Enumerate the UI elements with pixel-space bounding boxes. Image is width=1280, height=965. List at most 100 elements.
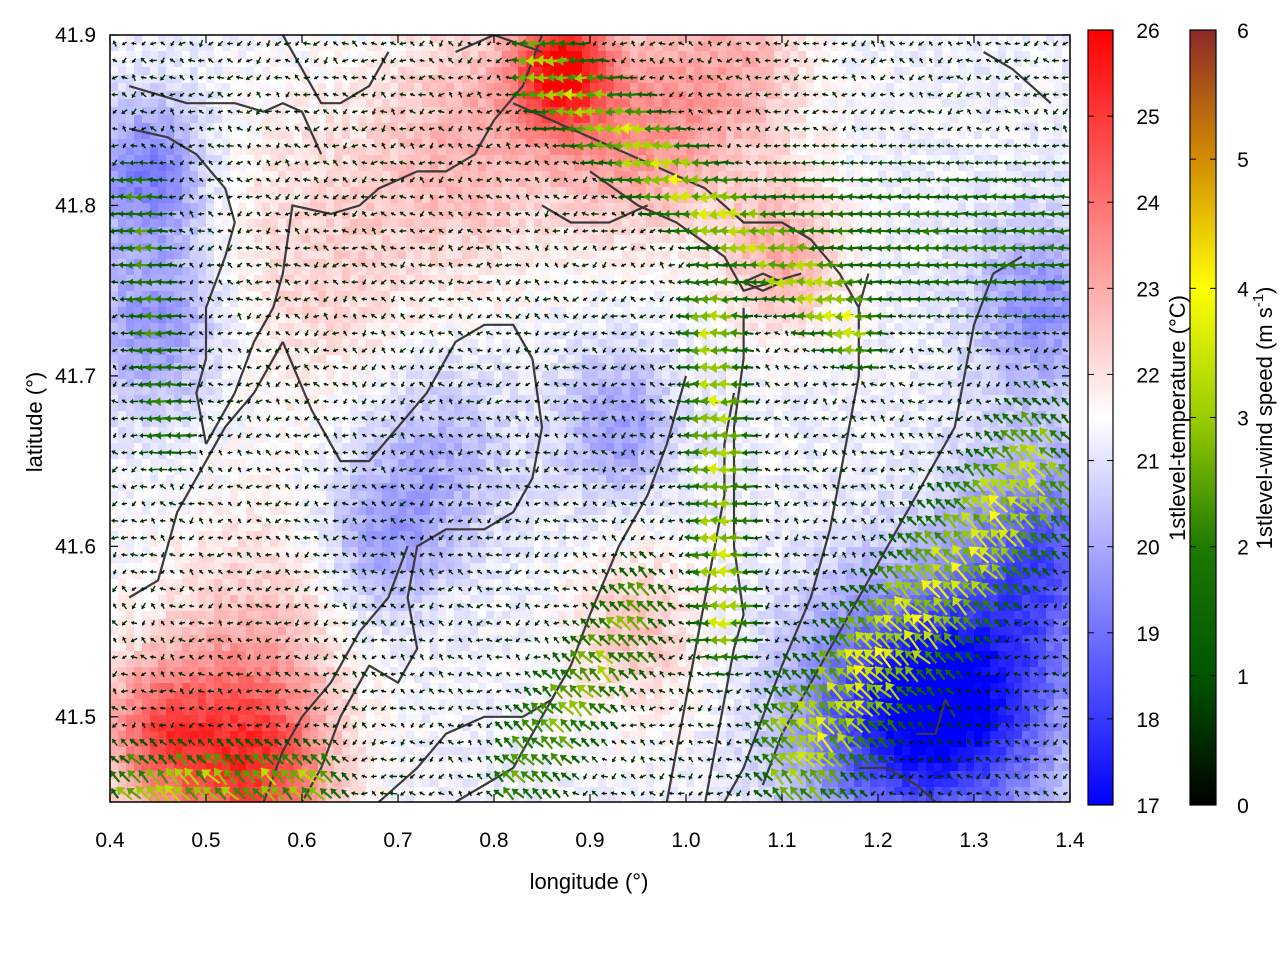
- heatmap-cell: [726, 147, 735, 156]
- heatmap-cell: [790, 283, 799, 292]
- heatmap-cell: [806, 171, 815, 180]
- heatmap-cell: [790, 291, 799, 300]
- heatmap-cell: [798, 123, 807, 132]
- heatmap-cell: [582, 75, 591, 84]
- heatmap-cell: [702, 91, 711, 100]
- heatmap-cell: [454, 107, 463, 116]
- heatmap-cell: [726, 99, 735, 108]
- heatmap-cell: [318, 91, 327, 100]
- heatmap-cell: [670, 219, 679, 228]
- heatmap-cell: [1062, 155, 1070, 164]
- heatmap-cell: [742, 131, 751, 140]
- heatmap-cell: [518, 251, 527, 260]
- heatmap-cell: [974, 275, 983, 284]
- heatmap-cell: [438, 155, 447, 164]
- heatmap-cell: [606, 267, 615, 276]
- heatmap-cell: [310, 35, 319, 44]
- heatmap-cell: [382, 347, 391, 356]
- heatmap-cell: [494, 299, 503, 308]
- heatmap-cell: [534, 179, 543, 188]
- heatmap-cell: [798, 283, 807, 292]
- heatmap-cell: [974, 115, 983, 124]
- heatmap-cell: [630, 99, 639, 108]
- heatmap-cell: [350, 83, 359, 92]
- heatmap-cell: [638, 155, 647, 164]
- heatmap-cell: [646, 51, 655, 60]
- heatmap-cell: [606, 307, 615, 316]
- heatmap-cell: [382, 283, 391, 292]
- heatmap-cell: [1030, 355, 1039, 364]
- heatmap-cell: [494, 51, 503, 60]
- heatmap-cell: [902, 163, 911, 172]
- heatmap-cell: [974, 339, 983, 348]
- heatmap-cell: [1046, 67, 1055, 76]
- heatmap-cell: [486, 275, 495, 284]
- heatmap-cell: [246, 331, 255, 340]
- heatmap-cell: [174, 51, 183, 60]
- heatmap-cell: [638, 131, 647, 140]
- heatmap-cell: [278, 259, 287, 268]
- heatmap-cell: [1014, 219, 1023, 228]
- heatmap-cell: [654, 91, 663, 100]
- heatmap-cell: [750, 307, 759, 316]
- heatmap-cell: [462, 139, 471, 148]
- heatmap-cell: [678, 99, 687, 108]
- heatmap-cell: [382, 251, 391, 260]
- heatmap-cell: [214, 107, 223, 116]
- heatmap-cell: [798, 91, 807, 100]
- heatmap-cell: [582, 83, 591, 92]
- heatmap-cell: [310, 323, 319, 332]
- heatmap-cell: [830, 123, 839, 132]
- heatmap-cell: [886, 299, 895, 308]
- heatmap-cell: [726, 235, 735, 244]
- heatmap-cell: [1022, 115, 1031, 124]
- heatmap-cell: [694, 131, 703, 140]
- heatmap-cell: [1006, 51, 1015, 60]
- heatmap-cell: [230, 203, 239, 212]
- heatmap-cell: [518, 51, 527, 60]
- heatmap-cell: [1054, 211, 1063, 220]
- heatmap-cell: [662, 115, 671, 124]
- heatmap-cell: [110, 323, 119, 332]
- heatmap-cell: [814, 179, 823, 188]
- heatmap-cell: [406, 75, 415, 84]
- heatmap-cell: [1014, 155, 1023, 164]
- heatmap-cell: [166, 355, 175, 364]
- heatmap-cell: [934, 307, 943, 316]
- heatmap-cell: [230, 235, 239, 244]
- heatmap-cell: [622, 315, 631, 324]
- heatmap-cell: [798, 323, 807, 332]
- heatmap-cell: [190, 91, 199, 100]
- heatmap-cell: [862, 219, 871, 228]
- heatmap-cell: [582, 35, 591, 44]
- heatmap-cell: [470, 163, 479, 172]
- heatmap-cell: [926, 347, 935, 356]
- heatmap-cell: [998, 307, 1007, 316]
- heatmap-cell: [958, 155, 967, 164]
- heatmap-cell: [542, 259, 551, 268]
- heatmap-cell: [974, 259, 983, 268]
- heatmap-cell: [782, 339, 791, 348]
- heatmap-cell: [950, 51, 959, 60]
- heatmap-cell: [838, 83, 847, 92]
- heatmap-cell: [686, 211, 695, 220]
- heatmap-cell: [574, 363, 583, 372]
- heatmap-cell: [662, 315, 671, 324]
- heatmap-cell: [334, 299, 343, 308]
- heatmap-cell: [678, 203, 687, 212]
- heatmap-cell: [814, 211, 823, 220]
- heatmap-cell: [998, 163, 1007, 172]
- heatmap-cell: [814, 83, 823, 92]
- heatmap-cell: [878, 331, 887, 340]
- heatmap-cell: [902, 35, 911, 44]
- heatmap-cell: [414, 187, 423, 196]
- heatmap-cell: [886, 91, 895, 100]
- heatmap-cell: [558, 331, 567, 340]
- heatmap-cell: [366, 331, 375, 340]
- heatmap-cell: [254, 91, 263, 100]
- heatmap-cell: [838, 219, 847, 228]
- heatmap-cell: [966, 251, 975, 260]
- heatmap-cell: [822, 131, 831, 140]
- heatmap-cell: [590, 323, 599, 332]
- heatmap-cell: [470, 235, 479, 244]
